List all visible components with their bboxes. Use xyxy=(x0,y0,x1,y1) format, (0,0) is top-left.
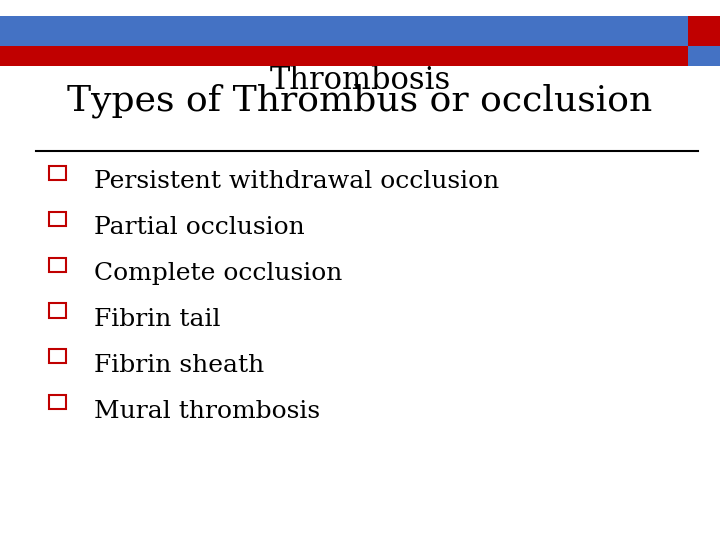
Text: Persistent withdrawal occlusion: Persistent withdrawal occlusion xyxy=(94,170,499,193)
Text: Mural thrombosis: Mural thrombosis xyxy=(94,400,320,423)
Text: Thrombosis: Thrombosis xyxy=(269,65,451,96)
Text: Partial occlusion: Partial occlusion xyxy=(94,216,305,239)
Text: Types of Thrombus or occlusion: Types of Thrombus or occlusion xyxy=(68,84,652,118)
Text: Fibrin tail: Fibrin tail xyxy=(94,308,220,331)
Text: Fibrin sheath: Fibrin sheath xyxy=(94,354,264,377)
Text: Complete occlusion: Complete occlusion xyxy=(94,262,342,285)
